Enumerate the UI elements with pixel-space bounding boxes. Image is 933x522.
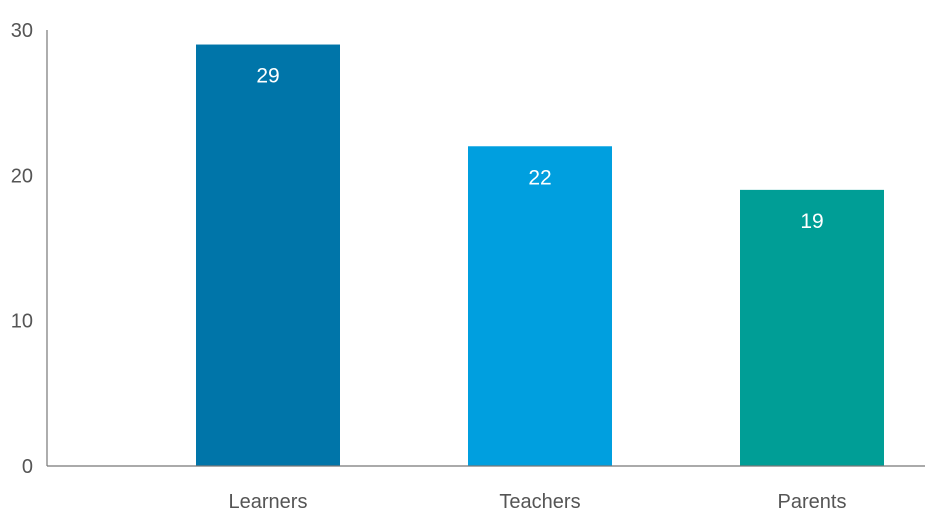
bars (196, 44, 884, 467)
y-tick-label: 0 (22, 456, 33, 478)
data-labels: 29 22 19 (256, 65, 823, 233)
y-tick-label: 30 (11, 20, 33, 42)
x-tick-label-parents: Parents (778, 491, 847, 513)
bar-learners (196, 44, 340, 467)
y-tick-label: 10 (11, 311, 33, 333)
bar-teachers (468, 146, 612, 466)
data-label-parents: 19 (800, 210, 823, 233)
x-tick-label-teachers: Teachers (499, 491, 580, 513)
data-label-teachers: 22 (528, 166, 551, 189)
category-labels: Learners Teachers Parents (229, 491, 847, 513)
x-tick-label-learners: Learners (229, 491, 308, 513)
y-axis-ticks: 0 10 20 30 (11, 20, 33, 478)
bar-parents (740, 189, 884, 466)
data-label-learners: 29 (256, 65, 279, 88)
y-tick-label: 20 (11, 165, 33, 187)
